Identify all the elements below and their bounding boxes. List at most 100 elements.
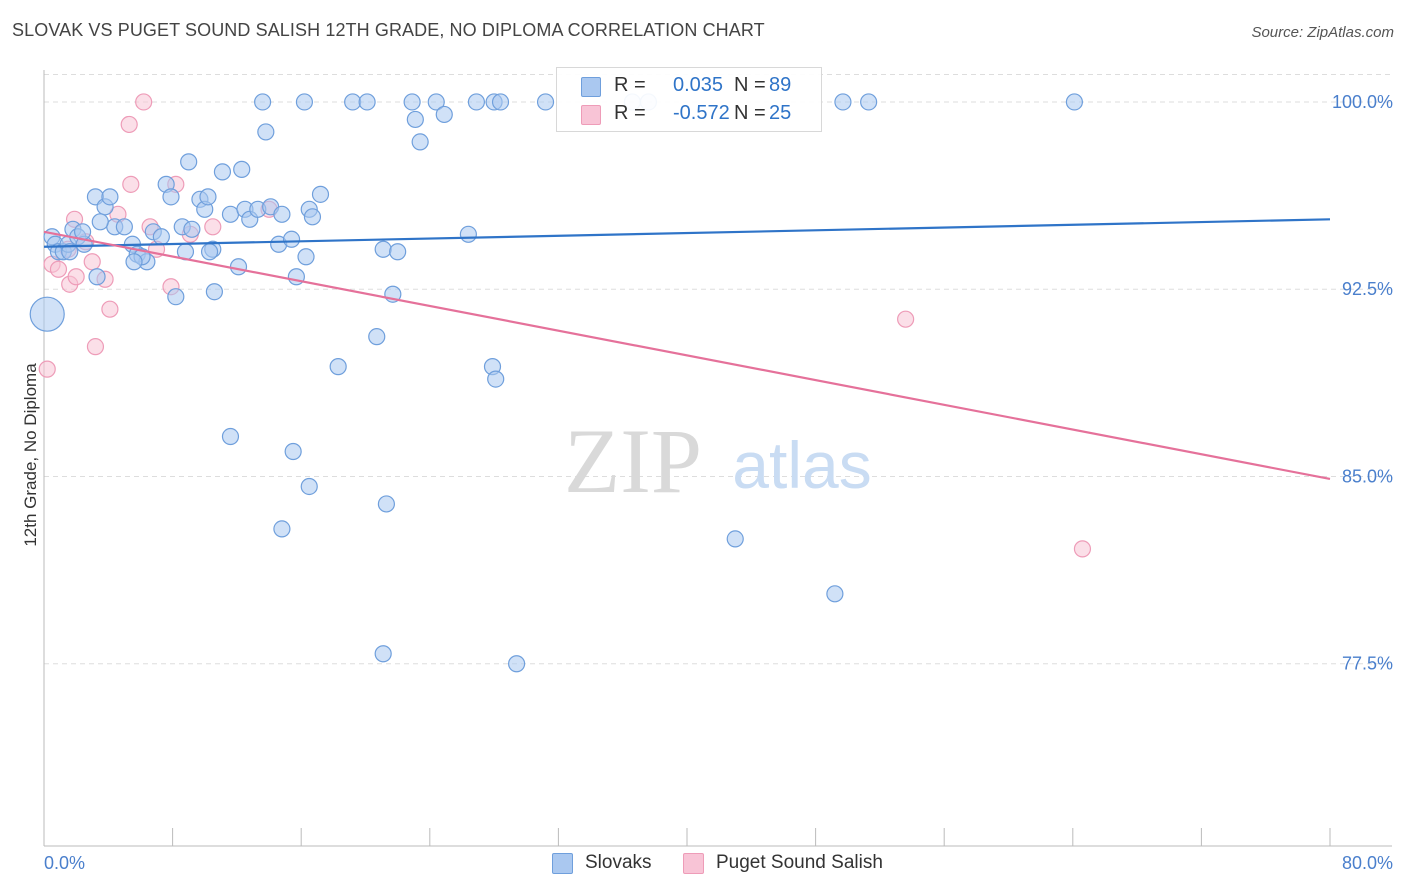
slovaks-point: [273, 520, 291, 538]
slovaks-point: [459, 225, 477, 243]
source-note: Source: ZipAtlas.com: [1251, 24, 1394, 41]
watermark-zip: ZIP: [564, 410, 702, 512]
axes: [43, 70, 1392, 847]
slovaks-point: [221, 427, 240, 446]
trend-lines: [43, 218, 1331, 481]
slovaks-point: [257, 123, 275, 141]
bottom-legend-swatch-pink: [683, 853, 704, 874]
x-tick-label: 80.0%: [1342, 853, 1393, 873]
legend-n-value: 89: [769, 74, 792, 96]
slovaks-point: [183, 220, 201, 238]
slovaks-point: [91, 213, 109, 231]
puget-sound-salish-point: [86, 338, 105, 356]
slovaks-point: [199, 188, 217, 206]
puget-sound-salish-point: [897, 310, 915, 328]
slovaks-point: [300, 477, 318, 496]
slovaks-point: [435, 105, 453, 124]
puget-sound-salish-trend-line: [43, 230, 1331, 481]
slovaks-point: [487, 370, 505, 388]
slovaks-point: [1065, 93, 1084, 111]
puget-sound-salish-point: [38, 360, 56, 378]
slovaks-point: [411, 133, 429, 151]
slovaks-point: [205, 283, 223, 301]
slovaks-point: [368, 328, 386, 346]
y-tick-label: 85.0%: [1342, 466, 1393, 486]
slovaks-point: [508, 655, 526, 673]
puget-sound-salish-point: [67, 268, 85, 286]
correlation-legend: R = 0.035 N = 89 R = -0.572 N = 25: [556, 67, 822, 132]
puget-sound-salish-point: [101, 300, 119, 318]
legend-r-label: R =: [614, 102, 646, 124]
slovaks-point: [61, 243, 79, 261]
slovaks-point: [860, 93, 878, 111]
slovaks-point: [180, 153, 198, 171]
slovaks-point: [229, 258, 248, 276]
watermark: ZIP atlas: [564, 410, 872, 512]
slovaks-point: [101, 188, 119, 206]
slovaks-point: [162, 188, 180, 206]
slovaks-point: [467, 93, 486, 111]
slovaks-point: [374, 240, 392, 258]
slovaks-point: [403, 93, 421, 111]
watermark-atlas: atlas: [732, 428, 871, 502]
slovaks-point: [200, 243, 219, 261]
tick-labels: 77.5% 85.0% 92.5% 100.0% 0.0% 80.0%: [44, 92, 1393, 873]
slovaks-point: [536, 93, 555, 111]
slovaks-point: [213, 163, 232, 181]
slovaks-point: [115, 218, 133, 236]
slovaks-point: [427, 93, 445, 111]
slovaks-point: [282, 230, 301, 248]
slovaks-point: [221, 205, 240, 223]
slovaks-point: [295, 93, 314, 111]
slovaks-point: [329, 358, 347, 376]
legend-swatch-blue: [581, 77, 601, 97]
slovaks-point: [167, 288, 185, 306]
puget-sound-salish-point: [49, 260, 68, 278]
slovaks-point: [826, 585, 844, 603]
legend-n-label: N =: [734, 102, 766, 124]
slovaks-point: [358, 93, 376, 111]
puget-sound-salish-point: [122, 175, 140, 193]
slovaks-point: [311, 185, 330, 203]
y-tick-label: 77.5%: [1342, 654, 1393, 674]
slovaks-point: [303, 208, 322, 226]
puget-sound-salish-point: [135, 93, 153, 111]
legend-n-label: N =: [734, 74, 766, 96]
bottom-legend-label: Puget Sound Salish: [716, 852, 883, 873]
slovaks-point: [389, 243, 407, 261]
x-tick-label: 0.0%: [44, 853, 85, 873]
slovaks-point: [297, 248, 315, 266]
slovaks-point: [88, 268, 106, 286]
slovaks-point: [152, 228, 170, 246]
puget-sound-salish-point: [204, 218, 222, 236]
slovaks-point: [374, 645, 392, 663]
slovaks-points: [29, 93, 1084, 673]
legend-swatch-pink: [581, 105, 601, 125]
slovaks-point: [834, 93, 852, 111]
slovaks-point: [254, 93, 272, 111]
slovaks-point: [125, 253, 143, 271]
legend-r-label: R =: [614, 74, 646, 96]
slovaks-point: [233, 160, 251, 178]
legend-r-value: -0.572: [673, 102, 730, 124]
chart-title: SLOVAK VS PUGET SOUND SALISH 12TH GRADE,…: [12, 20, 765, 40]
slovaks-point: [491, 93, 510, 111]
legend-n-value: 25: [769, 102, 792, 124]
y-tick-label: 100.0%: [1332, 92, 1393, 112]
bottom-legend-swatch-blue: [552, 853, 573, 874]
slovaks-point: [406, 110, 424, 129]
slovaks-point: [29, 296, 65, 332]
slovaks-point: [377, 495, 395, 513]
legend-r-value: 0.035: [673, 74, 724, 96]
slovaks-point: [344, 93, 362, 111]
puget-sound-salish-point: [120, 115, 138, 134]
slovaks-trend-line: [43, 218, 1331, 248]
slovaks-point: [726, 530, 744, 548]
slovaks-point: [273, 205, 291, 223]
bottom-legend-label: Slovaks: [585, 852, 652, 873]
y-tick-label: 92.5%: [1342, 279, 1393, 299]
puget-sound-salish-point: [83, 253, 101, 271]
slovaks-point: [284, 442, 302, 461]
puget-sound-salish-point: [1073, 540, 1092, 558]
